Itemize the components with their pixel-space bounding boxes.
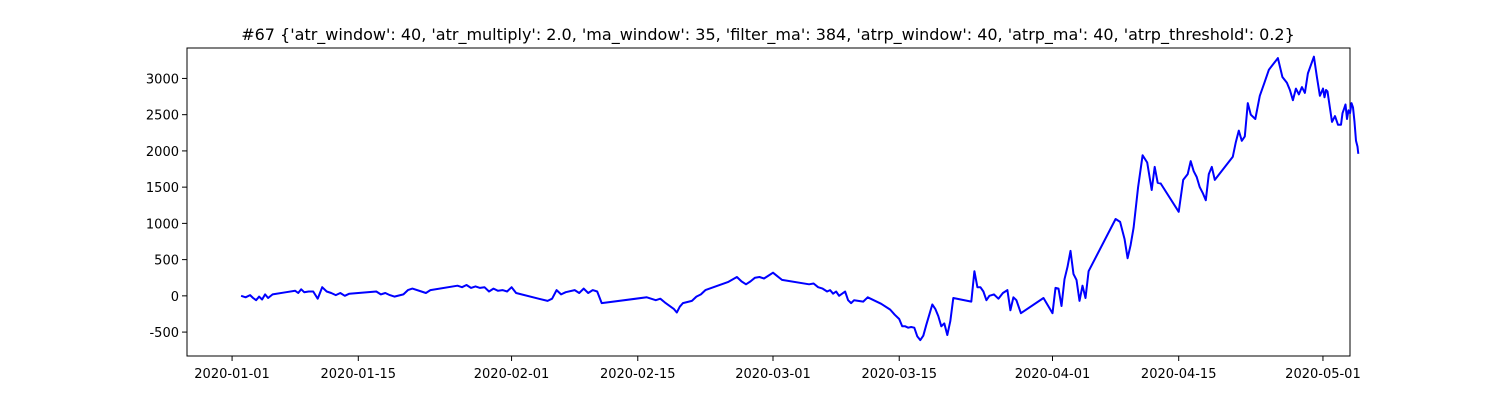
y-tick-label: 1500 xyxy=(146,181,179,196)
plot-area xyxy=(186,47,1351,357)
y-tick-label: -500 xyxy=(149,326,179,341)
x-tick-label: 2020-04-15 xyxy=(1141,367,1217,382)
series-line xyxy=(240,55,1360,342)
y-tick-label: 2500 xyxy=(146,109,179,124)
y-tick-label: 0 xyxy=(171,290,179,305)
y-axis: -500 0 500 1000 1500 2000 2500 3000 xyxy=(146,72,187,341)
x-tick-label: 2020-05-01 xyxy=(1285,367,1361,382)
y-tick-label: 2000 xyxy=(146,145,179,160)
x-tick-label: 2020-04-01 xyxy=(1015,367,1091,382)
x-axis: 2020-01-01 2020-01-15 2020-02-01 2020-02-15… xyxy=(194,356,1361,382)
x-tick-label: 2020-03-01 xyxy=(735,367,811,382)
x-tick-label: 2020-03-15 xyxy=(861,367,937,382)
chart-title: #67 {'atr_window': 40, 'atr_multiply': 2… xyxy=(241,25,1295,45)
x-tick-label: 2020-02-01 xyxy=(474,367,550,382)
y-tick-label: 3000 xyxy=(146,72,179,87)
x-tick-label: 2020-02-15 xyxy=(600,367,676,382)
y-tick-label: 500 xyxy=(154,254,179,269)
x-tick-label: 2020-01-01 xyxy=(194,367,270,382)
x-tick-label: 2020-01-15 xyxy=(321,367,397,382)
y-tick-label: 1000 xyxy=(146,217,179,232)
